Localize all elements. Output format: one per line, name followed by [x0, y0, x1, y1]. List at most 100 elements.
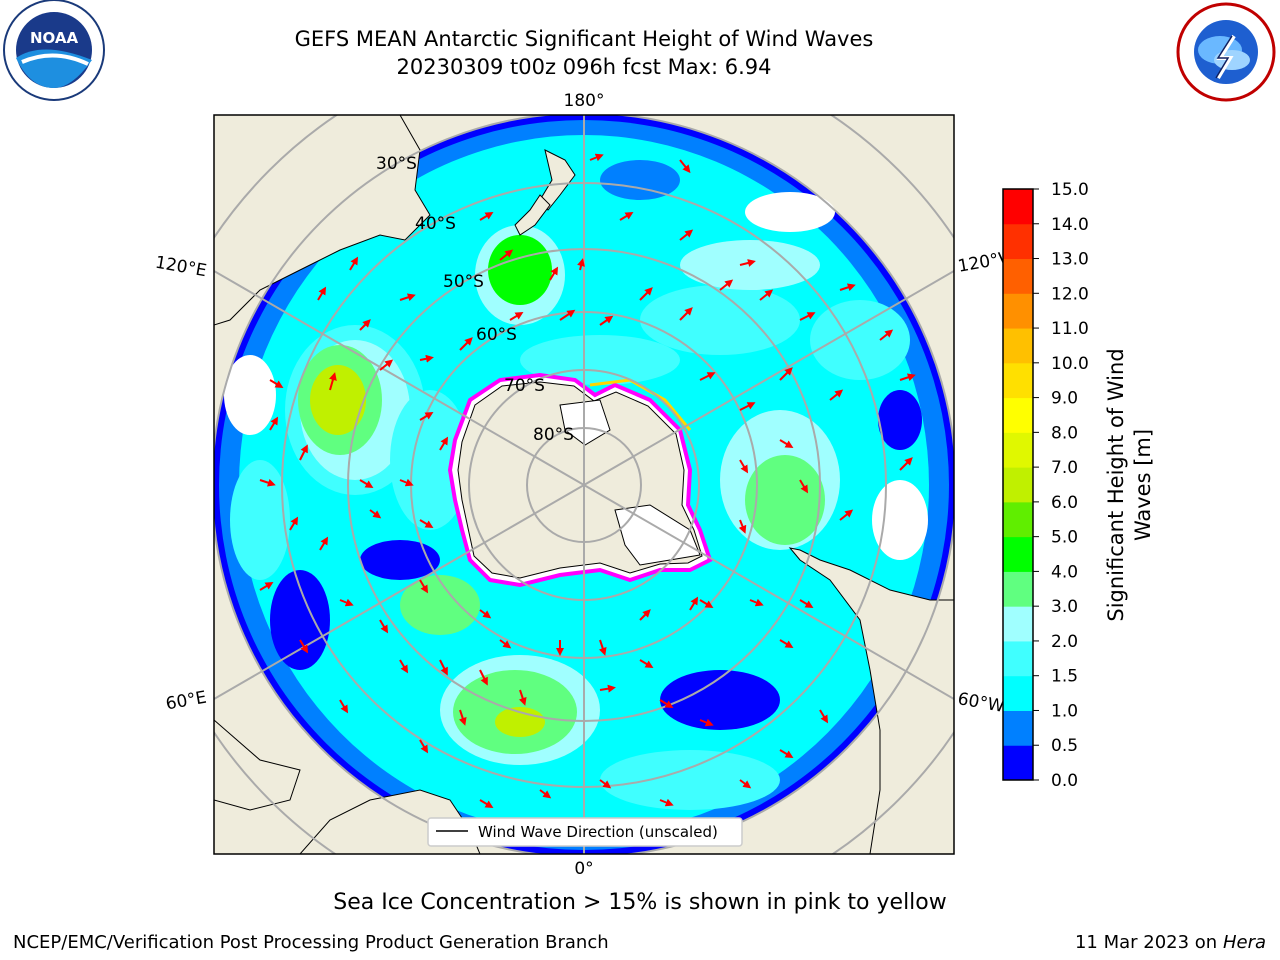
- wave-arrow: [339, 598, 354, 607]
- sea-ice-note: Sea Ice Concentration > 15% is shown in …: [333, 890, 947, 915]
- colorbar-tick-label: 5.0: [1051, 528, 1078, 548]
- wind-wave-arrows: [259, 153, 916, 809]
- colorbar-segment: [1003, 362, 1033, 399]
- footer-machine: Hera: [1222, 932, 1266, 953]
- wave-arrow: [759, 289, 774, 301]
- wave-arrow: [639, 609, 651, 621]
- colorbar-segment: [1003, 293, 1033, 329]
- colorbar-segment: [1003, 536, 1033, 572]
- wave-arrow: [739, 779, 752, 789]
- colorbar-segment: [1003, 675, 1033, 711]
- colorbar-segment: [1003, 606, 1033, 642]
- colorbar-tick-label: 8.0: [1051, 423, 1078, 443]
- wave-arrow: [749, 598, 764, 607]
- wave-arrow: [699, 372, 716, 381]
- wave-arrow: [518, 689, 527, 706]
- wave-arrow: [659, 798, 674, 807]
- colorbar-label-line1: Significant Height of Wind: [1104, 348, 1128, 621]
- colorbar-segment: [1003, 640, 1033, 677]
- lat-label-80s: 80°S: [533, 425, 574, 445]
- wave-arrow: [599, 315, 614, 326]
- wave-arrow: [719, 279, 734, 291]
- wave-arrow: [659, 699, 674, 709]
- wave-arrow: [419, 411, 434, 421]
- wave-arrow: [899, 373, 916, 382]
- wave-arrow: [399, 659, 409, 674]
- wave-arrow: [329, 372, 337, 391]
- colorbar-segment: [1003, 745, 1033, 781]
- wave-arrow: [577, 258, 585, 271]
- wave-arrow: [269, 416, 279, 431]
- colorbar-tick-label: 1.5: [1051, 667, 1078, 687]
- wave-arrow: [779, 639, 794, 649]
- wave-arrow: [839, 283, 856, 292]
- colorbar-tick-label: 0.5: [1051, 736, 1078, 756]
- nws-logo: [1176, 2, 1276, 102]
- wave-arrow: [739, 459, 749, 474]
- wave-arrow: [259, 478, 276, 487]
- colorbar-tick-label: 10.0: [1051, 354, 1089, 374]
- colorbar-tick-label: 15.0: [1051, 180, 1089, 200]
- colorbar-segment: [1003, 397, 1033, 433]
- wave-arrow: [379, 359, 394, 371]
- wave-arrow: [679, 229, 694, 241]
- wave-arrow: [439, 436, 449, 451]
- chart-title: GEFS MEAN Antarctic Significant Height o…: [294, 27, 874, 51]
- wave-arrow: [819, 709, 829, 724]
- legend-label: Wind Wave Direction (unscaled): [478, 823, 718, 841]
- wave-arrow: [479, 799, 494, 809]
- wave-arrow: [599, 684, 616, 693]
- wave-arrow: [289, 516, 299, 531]
- colorbar-label: Significant Height of Wind Waves [m]: [1104, 348, 1155, 621]
- wave-arrow: [739, 402, 756, 411]
- wave-arrow: [459, 337, 473, 351]
- colorbar-tick-label: 12.0: [1051, 284, 1089, 304]
- wave-arrow: [779, 749, 794, 759]
- map-legend: Wind Wave Direction (unscaled): [427, 817, 743, 847]
- colorbar-tick-label: 2.0: [1051, 632, 1078, 652]
- colorbar-segment: [1003, 571, 1033, 607]
- colorbar-tick-label: 11.0: [1051, 319, 1089, 339]
- lon-label-0: 0°: [574, 859, 593, 879]
- wave-arrow: [779, 439, 794, 449]
- wave-arrow: [349, 256, 359, 271]
- colorbar-tick-label: 4.0: [1051, 562, 1078, 582]
- wave-arrow: [619, 211, 634, 221]
- wave-arrow: [839, 509, 854, 521]
- chart-subtitle: 20230309 t00z 096h fcst Max: 6.94: [396, 55, 772, 79]
- wave-arrow: [699, 599, 714, 609]
- wave-arrow: [479, 211, 494, 221]
- noaa-logo: NOAA: [3, 0, 105, 101]
- wave-arrow: [419, 519, 434, 529]
- wave-arrow: [359, 479, 374, 489]
- colorbar-segment: [1003, 189, 1033, 225]
- map-area: [214, 115, 954, 854]
- wave-arrow: [439, 659, 448, 676]
- colorbar-segment: [1003, 467, 1033, 503]
- wave-arrow: [509, 311, 524, 321]
- lon-label-120e: 120°E: [154, 253, 208, 282]
- wave-arrow: [369, 509, 382, 519]
- wave-arrow: [359, 319, 371, 331]
- colorbar-tick-label: 6.0: [1051, 493, 1078, 513]
- colorbar-label-line2: Waves [m]: [1131, 429, 1155, 541]
- wave-arrow: [799, 599, 814, 609]
- wave-arrow: [399, 293, 416, 302]
- noaa-logo-text: NOAA: [30, 29, 79, 47]
- wave-arrow: [299, 639, 309, 654]
- colorbar-tick-label: 14.0: [1051, 215, 1089, 235]
- wave-arrow: [599, 779, 612, 789]
- lon-label-180: 180°: [564, 91, 605, 111]
- wave-arrow: [598, 639, 607, 656]
- lat-label-60s: 60°S: [476, 325, 517, 345]
- wave-arrow: [549, 266, 559, 281]
- colorbar: 15.0 14.0 13.0 12.0 11.0 10.0 9.0 8.0 7.0 6.0 5.0 4…: [1002, 180, 1089, 791]
- colorbar-tick-label: 7.0: [1051, 458, 1078, 478]
- wave-arrow: [317, 286, 327, 301]
- wave-arrow: [899, 457, 913, 471]
- wave-arrow: [679, 307, 693, 321]
- antarctica-landmass: [447, 372, 713, 588]
- wave-arrow: [479, 669, 488, 686]
- lon-label-60w: 60°W: [956, 689, 1006, 717]
